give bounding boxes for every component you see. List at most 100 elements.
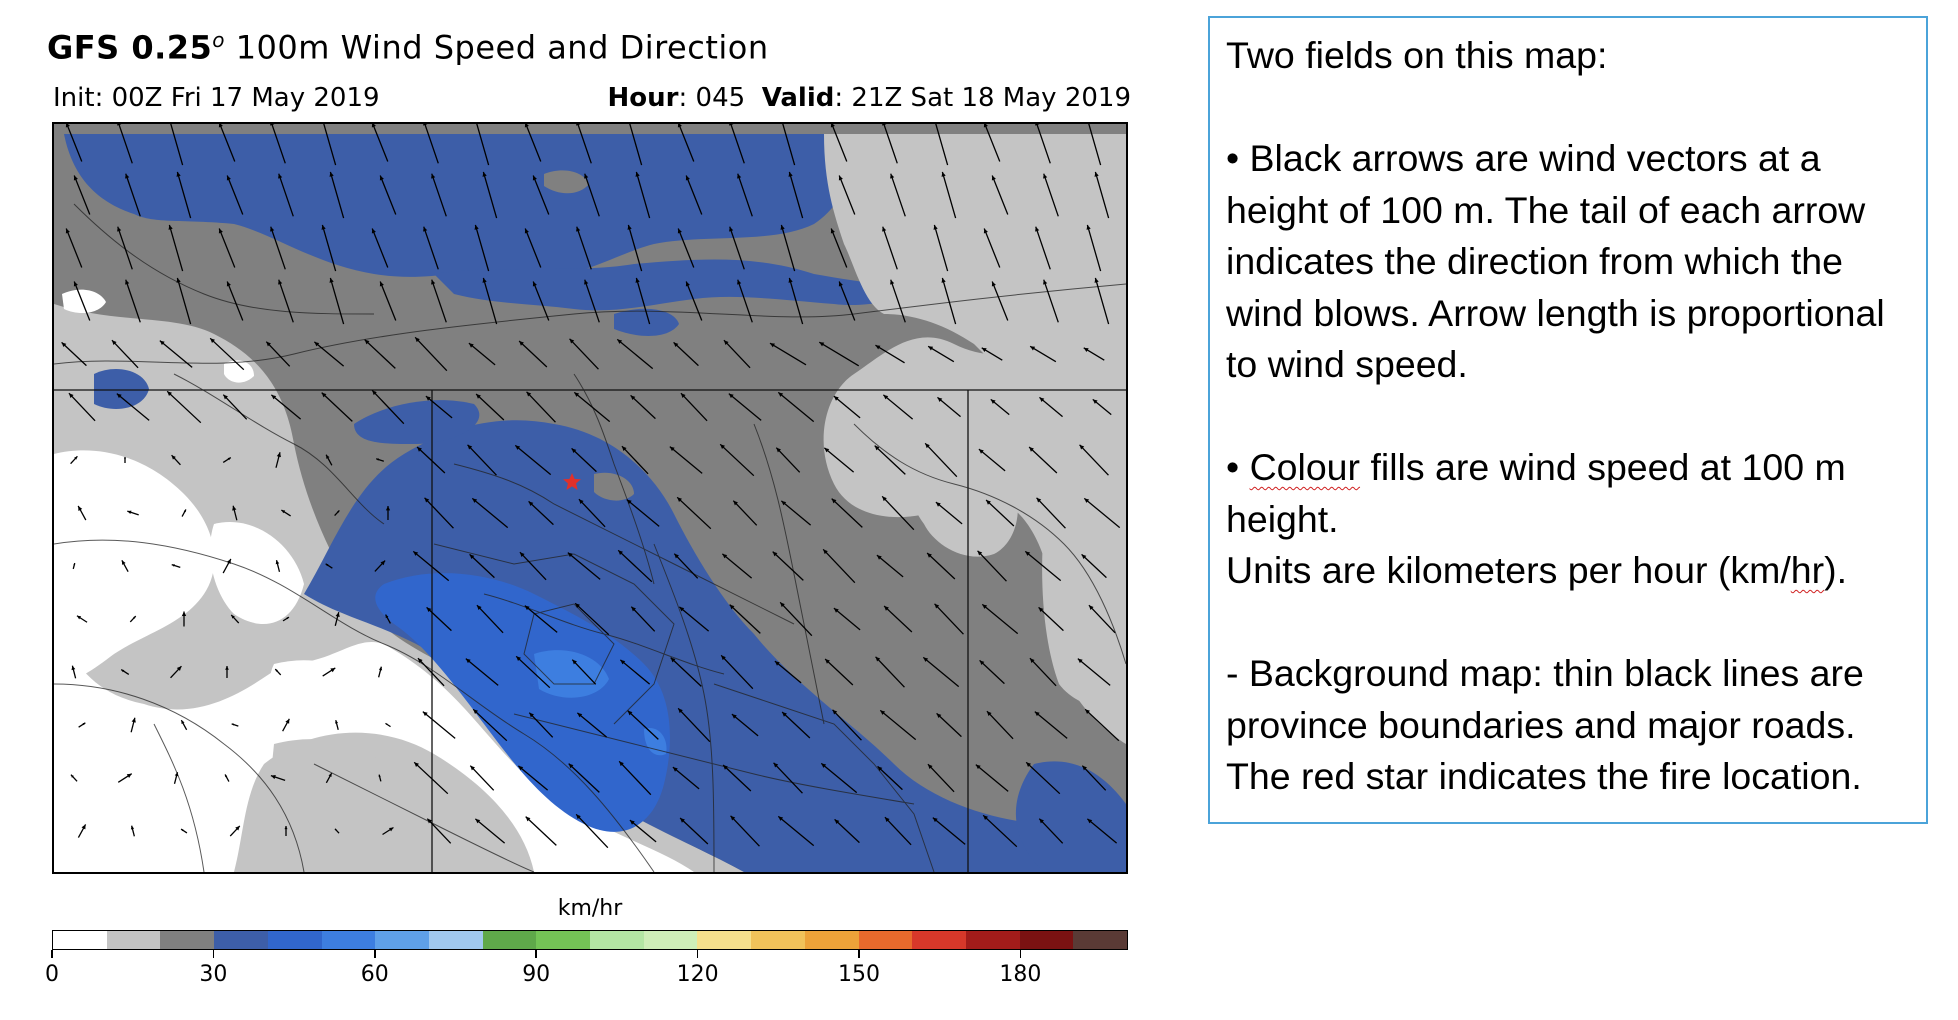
wind-arrow bbox=[278, 279, 294, 323]
wind-arrow-head bbox=[884, 817, 890, 822]
wind-arrow bbox=[584, 173, 600, 217]
wind-arrow bbox=[577, 124, 592, 164]
wind-arrow-head bbox=[424, 497, 430, 503]
hour-value: : 045 bbox=[678, 83, 746, 113]
wind-arrow-head bbox=[934, 603, 940, 609]
wind-arrow bbox=[1043, 173, 1059, 217]
wind-arrow bbox=[781, 711, 811, 739]
wind-arrow-head bbox=[231, 614, 235, 619]
wind-arrow-head bbox=[577, 712, 583, 718]
wind-arrow-head bbox=[778, 816, 784, 821]
wind-arrow-head bbox=[720, 444, 725, 449]
wind-arrow bbox=[685, 281, 703, 321]
wind-arrow bbox=[524, 228, 542, 268]
wind-arrow-head bbox=[270, 226, 275, 232]
valid-time: Hour: 045 Valid: 21Z Sat 18 May 2019 bbox=[608, 83, 1131, 113]
wind-arrow-head bbox=[276, 452, 281, 458]
wind-arrow bbox=[983, 228, 1001, 268]
wind-arrow bbox=[65, 228, 83, 268]
wind-arrow-head bbox=[476, 394, 481, 399]
info-bullet-colour: • Colour fills are wind speed at 100 m h… bbox=[1226, 446, 1846, 540]
wind-arrow bbox=[371, 228, 389, 268]
wind-arrow bbox=[933, 224, 949, 272]
wind-arrow bbox=[364, 339, 396, 369]
wind-arrow-head bbox=[426, 607, 432, 613]
colorbar-segment bbox=[1019, 931, 1074, 949]
wind-arrow bbox=[170, 124, 184, 166]
wind-arrow-head bbox=[1086, 224, 1091, 230]
wind-arrow-head bbox=[232, 505, 237, 511]
wind-arrow bbox=[568, 763, 600, 793]
wind-arrow bbox=[525, 816, 557, 846]
wind-arrow-head bbox=[124, 457, 126, 459]
wind-arrow-head bbox=[983, 124, 988, 128]
wind-arrow-head bbox=[431, 279, 436, 285]
wind-arrow-head bbox=[627, 224, 632, 230]
wind-arrow-head bbox=[617, 339, 623, 344]
wind-arrow-head bbox=[772, 551, 778, 557]
wind-arrow bbox=[469, 765, 495, 791]
wind-arrow-head bbox=[890, 279, 895, 285]
wind-arrow bbox=[116, 393, 150, 421]
wind-arrow bbox=[777, 391, 815, 423]
wind-arrow bbox=[270, 394, 302, 420]
wind-arrow bbox=[567, 552, 601, 580]
wind-arrow-head bbox=[1026, 762, 1031, 767]
wind-arrow-head bbox=[936, 713, 942, 719]
wind-arrow bbox=[1086, 224, 1102, 272]
wind-arrow-head bbox=[235, 825, 240, 831]
wind-arrow bbox=[882, 226, 898, 270]
wind-arrow bbox=[1035, 226, 1051, 270]
wind-arrow bbox=[1039, 396, 1063, 418]
wind-arrow bbox=[1038, 818, 1064, 844]
wind-arrow-head bbox=[275, 669, 278, 672]
wind-arrow-head bbox=[518, 765, 524, 771]
wind-arrow bbox=[525, 124, 542, 162]
wind-arrow bbox=[372, 124, 389, 162]
wind-arrow bbox=[769, 342, 807, 366]
wind-arrow-head bbox=[774, 661, 780, 666]
wind-arrow bbox=[619, 659, 651, 685]
wind-arrow-head bbox=[417, 447, 422, 452]
wind-arrow bbox=[877, 765, 903, 791]
wind-arrow bbox=[635, 277, 651, 325]
wind-arrow bbox=[517, 765, 549, 791]
wind-arrow bbox=[218, 228, 236, 268]
wind-arrow bbox=[1081, 553, 1107, 579]
wind-arrow-head bbox=[677, 228, 682, 234]
wind-arrow bbox=[975, 764, 1009, 792]
wind-arrow-head bbox=[425, 396, 431, 401]
wind-arrow bbox=[574, 602, 610, 636]
wind-arrow bbox=[66, 124, 83, 162]
wind-arrow bbox=[578, 498, 606, 528]
wind-arrow bbox=[476, 604, 504, 634]
wind-arrow bbox=[775, 447, 801, 473]
wind-arrow bbox=[422, 711, 456, 739]
colorbar-tick-label: 180 bbox=[999, 962, 1042, 987]
wind-arrow bbox=[936, 712, 962, 738]
wind-arrow-head bbox=[127, 510, 132, 515]
title-rest: 100m Wind Speed and Direction bbox=[225, 28, 769, 67]
wind-arrow-head bbox=[227, 457, 231, 461]
wind-arrow-head bbox=[469, 554, 475, 560]
wind-arrow-head bbox=[329, 277, 334, 283]
wind-arrow bbox=[528, 712, 554, 738]
wind-arrow-head bbox=[830, 124, 835, 128]
wind-arrow bbox=[673, 341, 699, 367]
wind-arrow bbox=[788, 171, 804, 219]
wind-arrow bbox=[991, 175, 1009, 215]
wind-arrow-head bbox=[532, 175, 537, 181]
wind-arrow bbox=[514, 444, 552, 476]
wind-arrow-head bbox=[385, 723, 388, 726]
wind-arrow-head bbox=[838, 175, 843, 181]
wind-arrow-head bbox=[379, 175, 384, 181]
colorbar-tick-label: 150 bbox=[838, 962, 880, 987]
wind-arrow-head bbox=[1085, 709, 1090, 714]
wind-arrow bbox=[774, 660, 802, 684]
wind-arrow-head bbox=[270, 124, 275, 126]
wind-arrow bbox=[176, 277, 192, 325]
wind-arrow-head bbox=[875, 656, 881, 662]
wind-arrow-head bbox=[679, 606, 685, 612]
wind-arrow bbox=[621, 445, 649, 475]
colorbar-segment bbox=[53, 931, 107, 949]
